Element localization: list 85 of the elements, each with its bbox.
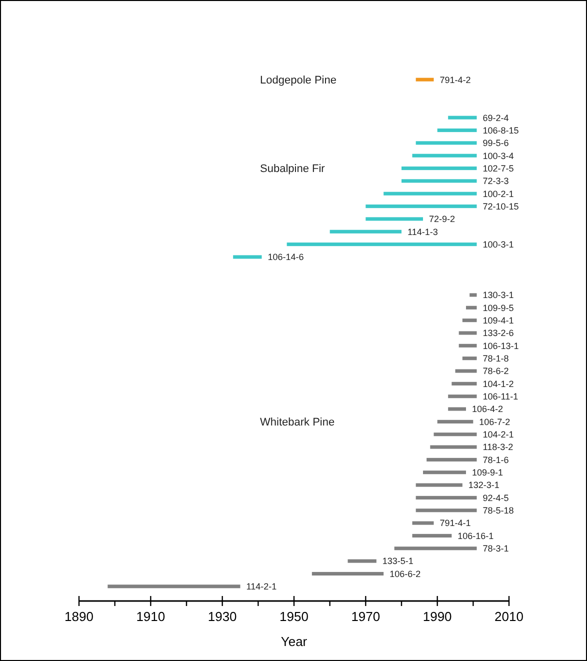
y-tick-label: 72-9-2 xyxy=(429,214,456,224)
bar xyxy=(448,394,477,398)
y-tick-label: 106-11-1 xyxy=(482,392,518,402)
bar xyxy=(416,78,434,82)
bar xyxy=(286,242,477,246)
x-tick-label: 1890 xyxy=(64,609,94,624)
y-tick-label: 78-1-8 xyxy=(482,353,509,364)
bar xyxy=(233,255,262,259)
y-tick-label: 109-4-1 xyxy=(482,315,514,326)
bar xyxy=(412,154,477,158)
bar xyxy=(458,331,477,335)
y-tick-label: 106-14-6 xyxy=(268,252,304,262)
y-tick-label: 791-4-1 xyxy=(440,518,471,528)
bar xyxy=(402,179,477,183)
bar xyxy=(330,230,402,234)
y-tick-label: 106-16-1 xyxy=(458,530,494,541)
y-tick-label: 118-3-2 xyxy=(482,442,514,452)
y-tick-label: 106-4-2 xyxy=(472,404,504,414)
y-tick-label: 104-2-1 xyxy=(482,430,514,440)
bar xyxy=(462,356,477,360)
y-tick-label: 130-3-1 xyxy=(482,290,514,300)
annotation: Subalpine Fir xyxy=(260,163,326,176)
bar xyxy=(394,546,477,550)
y-tick-label: 78-5-18 xyxy=(482,506,514,516)
bar xyxy=(462,318,477,322)
bar xyxy=(437,420,474,424)
bar xyxy=(312,572,384,576)
y-tick-label: 104-1-2 xyxy=(482,378,514,389)
bar xyxy=(384,192,477,196)
bar xyxy=(452,382,477,386)
annotation: Lodgepole Pine xyxy=(260,74,336,86)
y-tick-label: 72-10-15 xyxy=(482,201,519,212)
bar xyxy=(437,128,477,132)
bar xyxy=(470,293,477,297)
bar xyxy=(448,116,477,120)
y-tick-label: 78-1-6 xyxy=(482,454,509,465)
x-tick-label: 1930 xyxy=(208,609,237,624)
bar xyxy=(108,584,240,588)
y-tick-label: 133-2-6 xyxy=(482,328,514,338)
bar xyxy=(426,458,477,462)
x-tick-label: 1990 xyxy=(422,609,452,624)
x-tick-label: 2010 xyxy=(494,609,524,624)
annotation: Whitebark Pine xyxy=(260,416,335,429)
y-tick-label: 106-8-15 xyxy=(482,125,519,136)
y-tick-label: 133-5-1 xyxy=(382,556,414,566)
bar xyxy=(416,508,477,512)
y-tick-label: 106-7-2 xyxy=(479,416,510,427)
x-tick-label: 1950 xyxy=(280,609,308,624)
bar xyxy=(434,432,477,436)
y-tick-label: 78-3-1 xyxy=(482,544,509,554)
bar xyxy=(416,141,477,145)
y-tick-label: 100-2-1 xyxy=(482,188,514,199)
bar xyxy=(448,407,466,411)
x-tick-label: 1910 xyxy=(136,609,166,624)
x-axis-title: Year xyxy=(280,634,308,649)
y-tick-label: 92-4-5 xyxy=(482,492,509,503)
bar xyxy=(348,559,376,563)
y-tick-label: 114-1-3 xyxy=(408,226,438,237)
y-tick-label: 791-4-2 xyxy=(440,74,471,85)
y-tick-label: 100-3-1 xyxy=(482,239,514,250)
bar xyxy=(412,521,434,525)
y-tick-label: 69-2-4 xyxy=(482,112,509,123)
bar xyxy=(466,306,477,310)
y-tick-label: 132-3-1 xyxy=(468,480,500,490)
y-tick-label: 100-3-4 xyxy=(482,150,514,161)
bar xyxy=(423,470,466,474)
y-tick-label: 109-9-5 xyxy=(482,302,514,313)
y-tick-label: 72-3-3 xyxy=(482,176,509,186)
y-tick-label: 114-2-1 xyxy=(246,582,277,592)
y-tick-label: 106-6-2 xyxy=(390,568,421,579)
y-tick-label: 102-7-5 xyxy=(482,163,514,174)
bar xyxy=(366,217,423,221)
bar xyxy=(412,534,452,538)
y-tick-label: 78-6-2 xyxy=(482,366,509,376)
bar xyxy=(430,445,477,449)
x-tick-label: 1970 xyxy=(351,609,380,624)
y-tick-label: 106-13-1 xyxy=(482,340,519,351)
bar xyxy=(366,204,477,208)
bar xyxy=(455,369,477,373)
y-tick-label: 109-9-1 xyxy=(472,468,504,478)
bar xyxy=(416,483,462,487)
bar xyxy=(458,344,477,348)
bar xyxy=(416,496,477,500)
bar xyxy=(402,166,477,170)
y-tick-label: 99-5-6 xyxy=(482,138,509,148)
